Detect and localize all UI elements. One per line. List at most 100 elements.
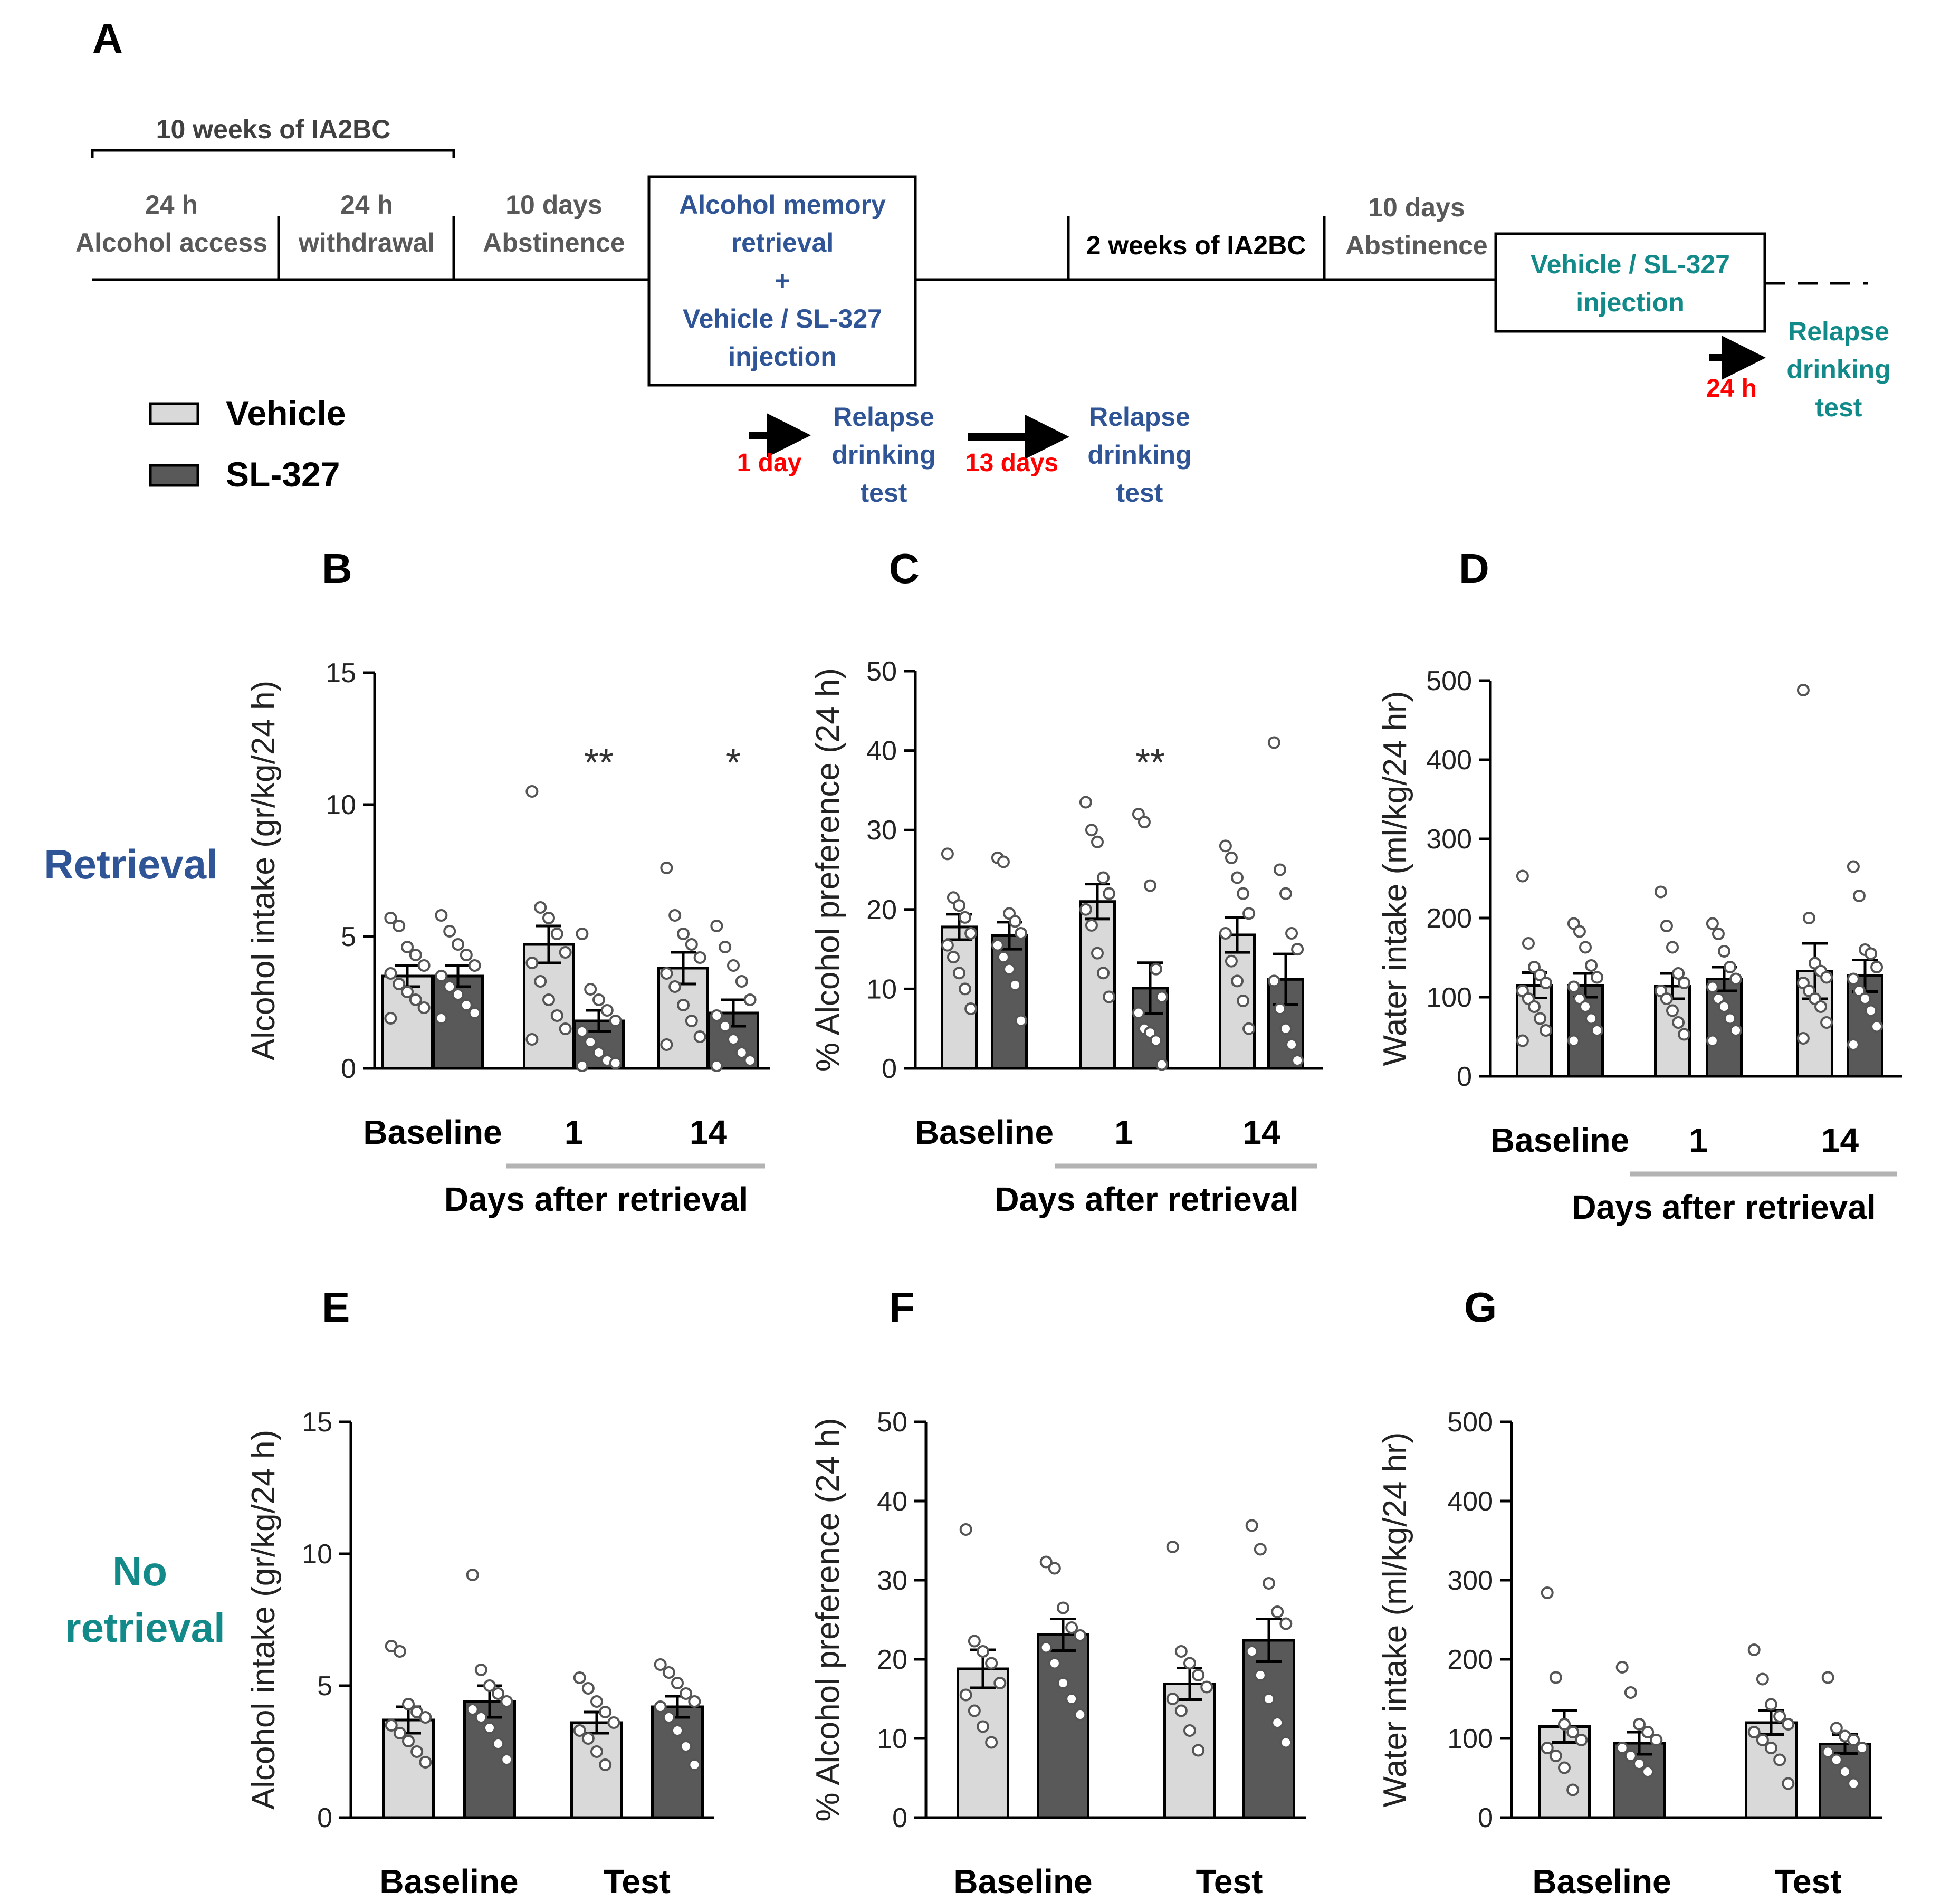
data-point	[452, 938, 464, 951]
data-point	[534, 901, 547, 914]
panel-label: F	[889, 1284, 915, 1331]
data-point	[1273, 1002, 1286, 1016]
data-point	[525, 785, 539, 798]
phase-2-line2: withdrawal	[298, 228, 435, 257]
data-point	[660, 862, 673, 874]
data-point	[466, 1703, 479, 1716]
data-point	[1615, 1661, 1629, 1674]
y-tick-label: 500	[1447, 1407, 1493, 1438]
data-point	[1782, 1718, 1795, 1731]
x-tick-label: Baseline	[363, 1113, 502, 1151]
data-point	[1672, 967, 1685, 980]
data-point	[668, 980, 682, 993]
data-point	[1237, 887, 1250, 900]
data-point	[542, 993, 555, 1006]
data-point	[1729, 1024, 1743, 1037]
data-point	[1155, 990, 1169, 1003]
data-point	[500, 1753, 513, 1766]
data-point	[1567, 980, 1580, 993]
data-point	[1254, 1669, 1267, 1681]
data-point	[1706, 917, 1719, 930]
data-point	[1830, 1753, 1843, 1766]
x-group-label: Days after retrieval	[1572, 1188, 1876, 1226]
data-point	[1057, 1677, 1069, 1689]
x-tick-label: 14	[1821, 1121, 1859, 1159]
legend-label-vehicle: Vehicle	[226, 394, 346, 433]
relapse1-line2: drinking	[831, 440, 935, 470]
data-point	[1540, 1024, 1553, 1037]
data-point	[1747, 1643, 1761, 1656]
data-point	[435, 909, 448, 922]
data-point	[534, 975, 547, 988]
y-tick-label: 40	[877, 1486, 907, 1517]
data-point	[1712, 928, 1725, 940]
y-tick-label: 100	[1447, 1724, 1493, 1754]
data-point	[1219, 839, 1232, 853]
data-point	[443, 925, 456, 938]
data-point	[417, 1001, 431, 1014]
data-point	[384, 967, 397, 980]
retrieval-box-line1: Alcohol memory	[679, 190, 886, 219]
data-point	[1796, 1032, 1810, 1045]
panel-label: D	[1459, 545, 1489, 592]
data-point	[1528, 1000, 1541, 1013]
data-point	[1706, 980, 1719, 993]
data-point	[576, 1059, 589, 1072]
data-point	[1756, 1672, 1769, 1686]
legend-label-sl327: SL-327	[226, 455, 340, 494]
data-point	[474, 1664, 487, 1676]
data-point	[384, 912, 397, 924]
data-point	[710, 1009, 723, 1022]
data-point	[1624, 1750, 1637, 1762]
data-point	[393, 1645, 406, 1658]
data-point	[688, 1695, 701, 1708]
data-point	[1575, 1734, 1588, 1746]
data-point	[1773, 1710, 1786, 1723]
data-point	[460, 999, 473, 1011]
data-point	[1821, 1671, 1834, 1684]
y-axis-label: Water intake (ml/kg/24 hr)	[1377, 1432, 1413, 1808]
y-tick-label: 0	[317, 1803, 332, 1833]
data-point	[727, 1033, 740, 1046]
arrow1-label: 1 day	[737, 449, 802, 477]
data-point	[953, 899, 965, 912]
data-point	[1048, 1657, 1061, 1670]
data-point	[710, 1059, 723, 1072]
data-point	[1549, 1671, 1562, 1684]
data-point	[985, 1736, 998, 1749]
data-point	[1641, 1765, 1655, 1778]
data-point	[1144, 879, 1156, 892]
y-tick-label: 0	[882, 1054, 897, 1084]
data-point	[946, 951, 960, 964]
data-point	[1660, 920, 1673, 932]
row-label-no-line2: retrieval	[65, 1604, 225, 1651]
data-point	[660, 1038, 673, 1051]
x-tick-label: 1	[1689, 1121, 1708, 1159]
data-point	[1549, 1750, 1562, 1762]
y-tick-label: 30	[877, 1565, 907, 1596]
data-point	[1579, 941, 1592, 954]
data-point	[1242, 1022, 1256, 1035]
data-point	[1847, 860, 1860, 873]
panel-d-chart: D 0 100 200 300 400 500 Water intake (ml/kg/24 …	[1377, 545, 1902, 1226]
data-point	[500, 1695, 513, 1708]
data-point	[743, 1054, 757, 1067]
data-point	[1633, 1757, 1646, 1770]
data-point	[1666, 1004, 1679, 1017]
y-tick-label: 200	[1447, 1645, 1493, 1675]
data-point	[525, 1033, 539, 1046]
data-point	[1231, 871, 1244, 884]
data-point	[1242, 907, 1256, 920]
data-point	[1279, 887, 1292, 900]
data-point	[662, 1666, 675, 1679]
panel-b-chart: B 0 5 10 15 Alcohol intake (gr/kg/24 h) Baseli…	[245, 545, 770, 1218]
retrieval-box	[647, 175, 917, 387]
data-point	[573, 1724, 586, 1737]
data-point	[685, 1015, 698, 1027]
data-point	[991, 939, 1004, 952]
data-point	[1558, 1761, 1571, 1774]
bar	[1163, 1683, 1216, 1819]
abstinence2-line2: Abstinence	[1345, 231, 1488, 260]
data-point	[492, 1737, 505, 1750]
